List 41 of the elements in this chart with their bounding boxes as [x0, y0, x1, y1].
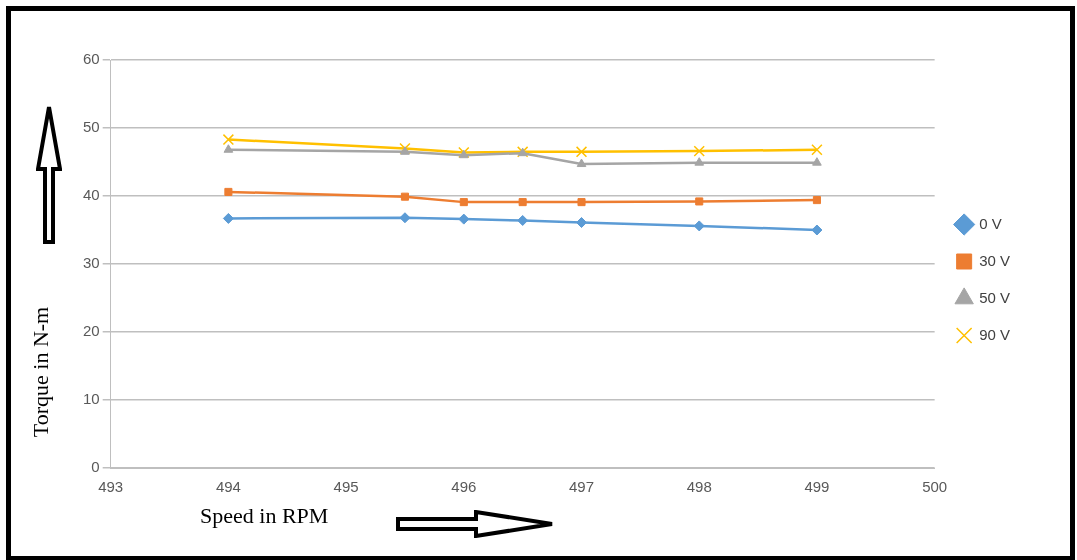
x-tick-label: 499	[804, 478, 830, 496]
y-axis-title: Torque in N-m	[28, 305, 53, 440]
point	[223, 144, 234, 153]
point	[400, 146, 410, 155]
legend-label: 0 V	[979, 214, 1002, 232]
x-tick-label: 500	[922, 478, 948, 496]
x-axis-title: Speed in RPM	[200, 503, 329, 529]
point	[224, 187, 233, 196]
point	[399, 212, 411, 224]
y-tick-label: 50	[83, 118, 100, 136]
legend-label: 90 V	[979, 325, 1010, 343]
y-tick-label: 10	[83, 390, 100, 408]
y-tick-label: 30	[83, 254, 100, 272]
point	[812, 157, 822, 166]
x-tick-label: 495	[333, 478, 359, 496]
legend-label: 50 V	[979, 288, 1010, 306]
point	[459, 198, 468, 207]
point	[811, 144, 823, 156]
point	[694, 157, 705, 166]
point	[222, 212, 234, 224]
y-tick-label: 0	[91, 458, 100, 476]
point	[693, 145, 705, 157]
point	[811, 224, 823, 236]
legend-label: 30 V	[979, 251, 1010, 269]
point	[517, 214, 529, 226]
point	[695, 197, 704, 206]
point	[518, 198, 527, 207]
x-tick-label: 493	[98, 478, 124, 496]
y-tick-label: 20	[83, 322, 100, 340]
point	[222, 133, 235, 146]
point	[812, 196, 821, 205]
point	[575, 146, 588, 158]
point	[400, 192, 409, 201]
x-tick-label: 498	[686, 478, 712, 496]
point	[577, 198, 586, 207]
x-tick-label: 494	[215, 478, 241, 496]
x-tick-label: 496	[451, 478, 477, 496]
y-tick-label: 40	[83, 186, 100, 204]
point	[576, 158, 587, 168]
y-tick-label: 60	[83, 50, 100, 68]
x-tick-label: 497	[569, 478, 595, 496]
